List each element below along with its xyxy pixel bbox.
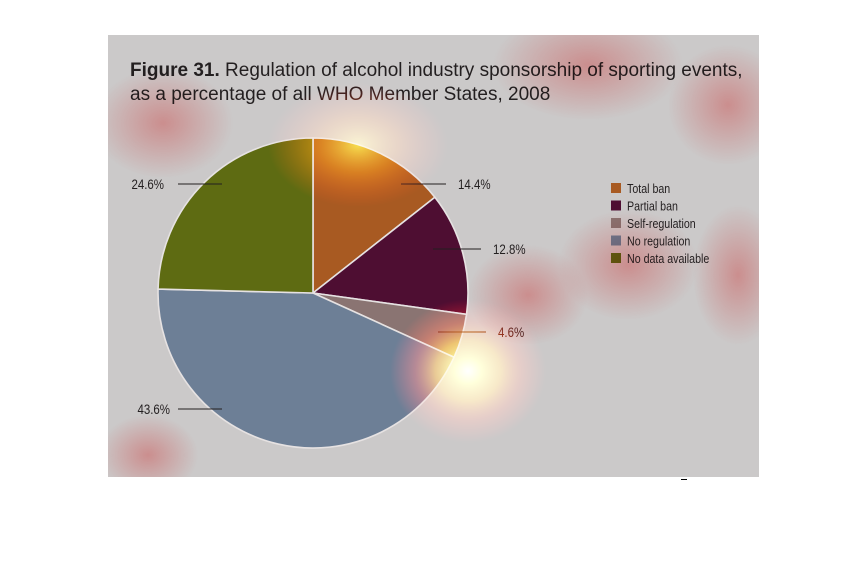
heat-spot-top-right: [493, 35, 683, 120]
stray-mark: [681, 479, 687, 480]
heat-spot-bottom-left: [108, 415, 198, 477]
data-label-no-regulation: 43.6%: [137, 401, 170, 417]
attention-heatmap: [108, 35, 759, 477]
figure-panel: Figure 31. Regulation of alcohol industr…: [108, 35, 759, 477]
heat-spot-far-right: [668, 45, 759, 165]
heat-spot-edge: [693, 205, 759, 345]
legend-label-partial-ban: Partial ban: [627, 198, 678, 213]
legend-swatch-total-ban: [611, 183, 621, 193]
legend-label-total-ban: Total ban: [627, 181, 670, 196]
heat-spot-legend: [558, 210, 698, 320]
data-label-total-ban: 14.4%: [458, 176, 491, 192]
heat-spot-title: [268, 83, 448, 207]
data-label-no-data-available: 24.6%: [131, 176, 164, 192]
heat-spot-left: [108, 68, 233, 178]
heat-spot-primary: [390, 299, 546, 443]
pie-chart: 14.4%12.8%4.6%43.6%24.6% Total banPartia…: [108, 35, 759, 477]
legend-swatch-partial-ban: [611, 200, 621, 211]
